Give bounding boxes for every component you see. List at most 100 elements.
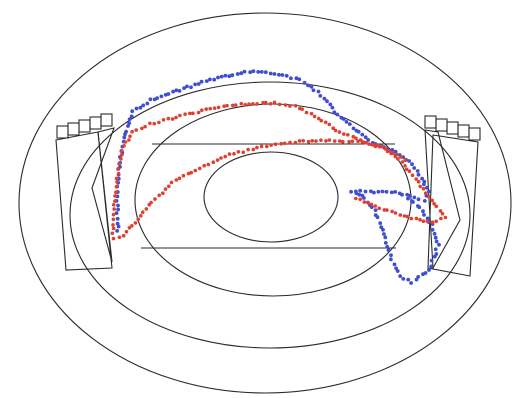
- trace-dot: [373, 204, 378, 208]
- trace-dot: [309, 84, 314, 89]
- trace-dot: [129, 114, 134, 119]
- trace-dot: [301, 139, 306, 143]
- trace-dot: [288, 140, 292, 145]
- trace-dot: [216, 105, 221, 110]
- trace-dot: [439, 216, 443, 221]
- trace-dot: [406, 196, 410, 201]
- trace-dot: [429, 258, 434, 263]
- trace-dot: [170, 117, 175, 121]
- trace-dot: [136, 217, 140, 222]
- trace-dot: [403, 158, 408, 162]
- trace-dot: [272, 72, 277, 76]
- trace-dot: [433, 247, 438, 252]
- trace-dot: [171, 89, 176, 94]
- trace-dot: [123, 140, 128, 144]
- trace-dot: [360, 132, 365, 137]
- trace-dot: [242, 69, 247, 74]
- trace-dot: [358, 188, 363, 193]
- trace-dot: [134, 128, 138, 132]
- trace-dot: [293, 104, 298, 108]
- trace-dot: [363, 189, 368, 194]
- trace-dot: [127, 117, 132, 122]
- red-dotted-trace-lower: [117, 138, 448, 240]
- trace-dot: [382, 232, 386, 236]
- trace-dot: [116, 207, 120, 212]
- trace-dot: [117, 235, 122, 240]
- trace-dot: [383, 235, 388, 240]
- trace-dot: [438, 209, 443, 213]
- trace-dot: [196, 82, 201, 86]
- trace-dot: [230, 73, 235, 78]
- blue-dotted-trace: [114, 69, 441, 285]
- trace-dot: [193, 168, 198, 173]
- trace-dot: [373, 208, 378, 213]
- trace-dot: [199, 79, 204, 84]
- trace-dot: [309, 111, 314, 116]
- left-box-3: [78, 119, 91, 133]
- trace-dot: [429, 264, 434, 269]
- trace-dot: [251, 69, 256, 74]
- trace-dot: [341, 139, 345, 144]
- left-box-2: [67, 122, 80, 136]
- trace-dot: [297, 139, 302, 143]
- trace-dot: [139, 214, 143, 218]
- trace-dot: [344, 120, 349, 124]
- trace-dot: [189, 170, 193, 175]
- trace-dot: [114, 211, 119, 216]
- trace-dot: [268, 71, 273, 76]
- right-box-2: [435, 118, 448, 132]
- trace-dot: [369, 205, 374, 210]
- trace-dot: [396, 157, 400, 161]
- trace-dot: [157, 193, 161, 198]
- trace-dot: [430, 227, 435, 232]
- trace-dot: [402, 214, 407, 218]
- trace-dot: [433, 235, 438, 240]
- trace-dot: [227, 152, 232, 156]
- trace-dot: [322, 96, 327, 101]
- trace-dot: [196, 110, 201, 115]
- trace-dot: [410, 162, 414, 167]
- trace-dot: [327, 122, 332, 127]
- trace-dot: [416, 275, 421, 279]
- trace-dot: [264, 100, 268, 105]
- trace-dot: [389, 257, 393, 262]
- trace-dot: [149, 200, 153, 205]
- trace-dot: [188, 111, 192, 116]
- trace-dot: [127, 226, 132, 230]
- trace-dot: [416, 204, 420, 208]
- trace-dot: [178, 113, 182, 118]
- trace-dot: [398, 274, 403, 278]
- trace-dot: [323, 120, 328, 125]
- trace-dot: [434, 252, 439, 256]
- trace-dot: [304, 110, 309, 115]
- trace-dot: [390, 148, 395, 152]
- trace-dot: [130, 224, 134, 228]
- right-box-3: [446, 121, 459, 135]
- trace-dot: [300, 107, 305, 111]
- trace-dot: [122, 144, 126, 148]
- trace-dot: [430, 198, 435, 203]
- trace-dot: [362, 200, 367, 204]
- trace-dot: [148, 121, 152, 126]
- trace-dot: [111, 226, 116, 231]
- trace-dot: [382, 208, 387, 212]
- trace-dot: [297, 77, 302, 82]
- trace-dot: [434, 204, 439, 209]
- trace-dot: [116, 171, 121, 176]
- trace-dot: [216, 75, 220, 80]
- trace-dot: [116, 224, 121, 229]
- trace-dot: [133, 221, 138, 225]
- trace-dot: [316, 89, 321, 94]
- trace-dot: [293, 140, 298, 145]
- trace-dot: [282, 141, 287, 146]
- trace-dot: [167, 184, 171, 189]
- trace-dot: [415, 169, 420, 173]
- trace-dot: [420, 176, 424, 181]
- left-outer-panel: [55, 131, 113, 271]
- trace-dot: [347, 139, 351, 144]
- trace-dot: [311, 88, 316, 93]
- trace-dot: [166, 92, 171, 96]
- trace-dot: [294, 76, 299, 81]
- trace-dot: [140, 126, 144, 131]
- trace-dot: [225, 103, 229, 108]
